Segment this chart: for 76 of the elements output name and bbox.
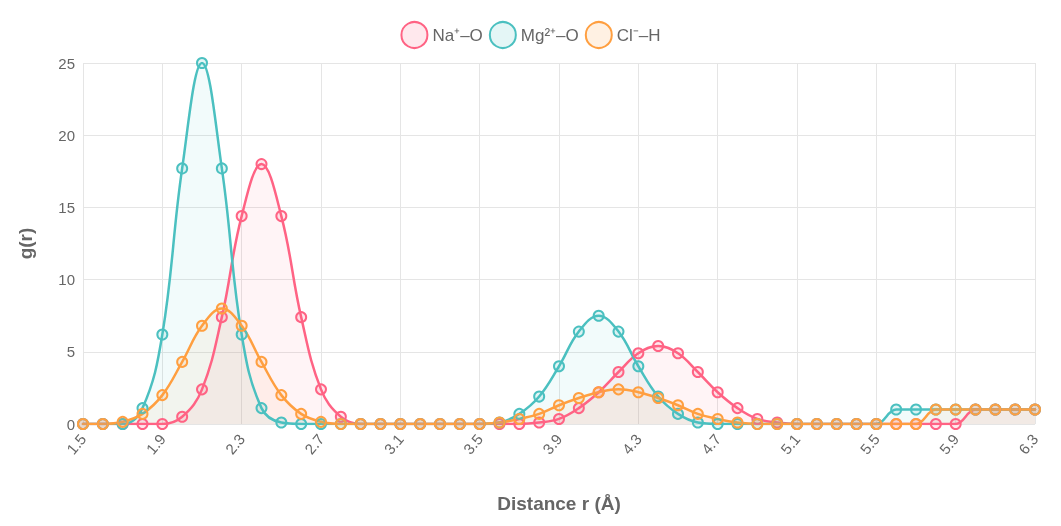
- point: [929, 418, 942, 430]
- x-tick-label: 1.9: [142, 430, 169, 458]
- point: [156, 328, 169, 341]
- point: [275, 210, 288, 223]
- point: [215, 302, 228, 315]
- point: [176, 355, 189, 368]
- point: [513, 412, 526, 425]
- x-tick-label: 6.3: [1015, 430, 1042, 458]
- x-tick-label: 2.3: [221, 430, 249, 458]
- point: [235, 210, 248, 223]
- point: [592, 309, 605, 322]
- point: [255, 355, 268, 368]
- point: [731, 402, 744, 415]
- y-tick-label: 0: [66, 415, 75, 433]
- point: [612, 383, 625, 396]
- point: [672, 347, 684, 360]
- point: [196, 57, 208, 69]
- point: [711, 412, 724, 425]
- point: [235, 319, 248, 332]
- x-tick-label: 4.3: [618, 430, 645, 458]
- x-tick-label: 3.9: [539, 430, 566, 458]
- point: [176, 410, 189, 423]
- y-axis-title: g(r): [15, 227, 36, 260]
- point: [572, 392, 585, 405]
- x-tick-label: 4.7: [697, 430, 725, 458]
- legend-label: Na⁺–O: [432, 25, 483, 45]
- point: [553, 412, 565, 425]
- point: [890, 403, 903, 416]
- y-tick-label: 25: [58, 54, 75, 72]
- point: [533, 407, 546, 420]
- x-tick-label: 3.5: [459, 430, 487, 458]
- point: [295, 311, 308, 324]
- point: [275, 416, 288, 429]
- x-tick-label: 3.1: [380, 430, 407, 458]
- point: [196, 319, 208, 332]
- point: [196, 383, 208, 396]
- point: [632, 347, 645, 360]
- legend-label: Mg²⁺–O: [520, 25, 579, 45]
- point: [156, 418, 169, 430]
- x-axis-title: Distance r (Å): [497, 493, 621, 514]
- point: [533, 390, 546, 403]
- point: [711, 386, 724, 399]
- y-tick-label: 5: [66, 343, 75, 361]
- point: [572, 325, 585, 338]
- legend-label: Cl⁻–H: [616, 25, 661, 45]
- point: [295, 418, 308, 430]
- point: [315, 383, 327, 396]
- point: [572, 402, 585, 415]
- x-tick-label: 5.1: [777, 430, 804, 458]
- y-tick-label: 20: [58, 126, 75, 144]
- point: [612, 366, 625, 379]
- point: [275, 389, 288, 402]
- point: [255, 158, 268, 171]
- y-tick-label: 10: [58, 271, 75, 289]
- point: [295, 407, 308, 420]
- point: [652, 340, 665, 353]
- x-tick-label: 1.5: [63, 430, 90, 458]
- point: [691, 407, 704, 420]
- x-tick-label: 5.9: [935, 430, 963, 458]
- point: [672, 399, 684, 412]
- y-tick-label: 15: [58, 198, 75, 216]
- x-tick-label: 2.7: [301, 430, 328, 458]
- point: [949, 418, 962, 430]
- point: [691, 366, 704, 379]
- point: [612, 325, 625, 338]
- point: [156, 389, 169, 402]
- x-tick-label: 5.5: [856, 430, 883, 458]
- point: [136, 407, 149, 420]
- point: [215, 162, 228, 175]
- point: [176, 162, 189, 175]
- point: [632, 360, 645, 373]
- point: [255, 402, 268, 415]
- point: [553, 360, 565, 373]
- point: [632, 386, 645, 399]
- point: [910, 403, 922, 416]
- point: [553, 399, 565, 412]
